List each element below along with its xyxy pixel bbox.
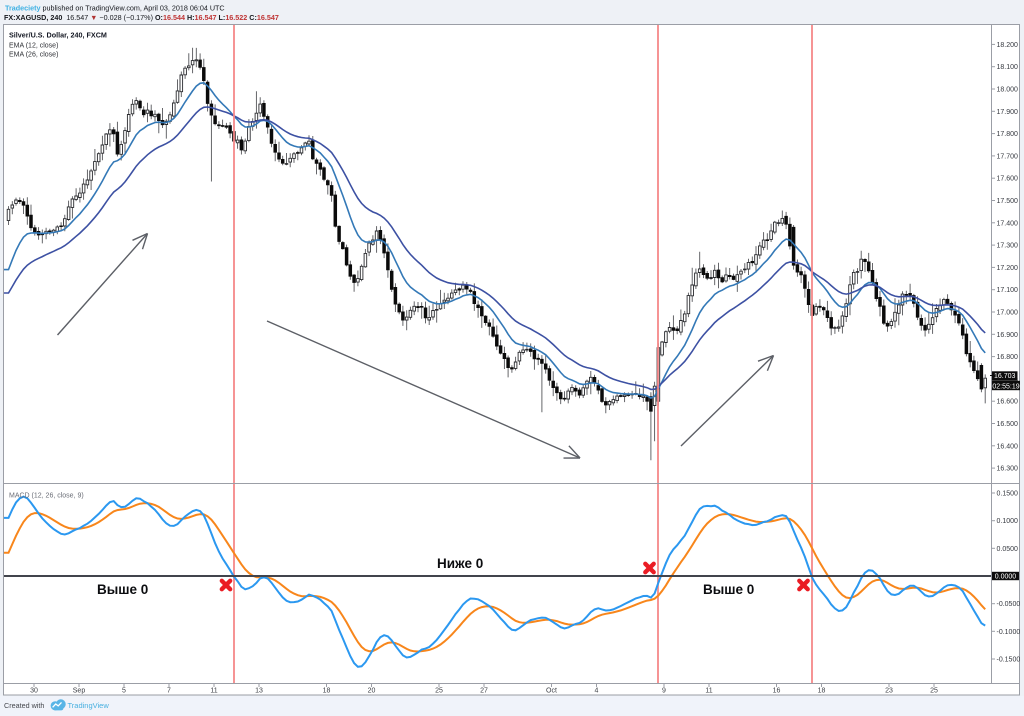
svg-text:-0.1000: -0.1000 [997, 629, 1021, 636]
svg-text:-0.0500: -0.0500 [997, 601, 1021, 608]
svg-text:FX:XAGUSD, 240 16.547 ▼ −0.02: FX:XAGUSD, 240 16.547 ▼ −0.028 (−0.17%) … [4, 13, 279, 22]
svg-text:5: 5 [122, 687, 126, 694]
svg-text:16.600: 16.600 [997, 399, 1019, 406]
svg-text:16.300: 16.300 [997, 466, 1019, 473]
svg-text:18.000: 18.000 [997, 87, 1019, 94]
svg-text:20: 20 [368, 687, 376, 694]
svg-text:16.400: 16.400 [997, 443, 1019, 450]
svg-text:EMA (12, close): EMA (12, close) [9, 43, 58, 50]
svg-text:18.200: 18.200 [997, 42, 1019, 49]
svg-text:Выше 0: Выше 0 [97, 582, 148, 597]
svg-text:17.800: 17.800 [997, 131, 1019, 138]
svg-text:11: 11 [705, 687, 712, 694]
svg-text:Created with: Created with [4, 701, 44, 710]
svg-text:18: 18 [818, 687, 826, 694]
svg-text:4: 4 [595, 687, 599, 694]
svg-text:17.100: 17.100 [997, 287, 1019, 294]
svg-text:EMA (26, close): EMA (26, close) [9, 52, 58, 59]
svg-text:16.703: 16.703 [994, 373, 1016, 380]
svg-text:Tradeciety published on Tradin: Tradeciety published on TradingView.com,… [5, 4, 225, 13]
svg-text:02:55:19: 02:55:19 [992, 384, 1019, 391]
svg-text:16.800: 16.800 [997, 354, 1019, 361]
svg-text:Выше 0: Выше 0 [703, 582, 754, 597]
svg-text:TradingView: TradingView [68, 701, 110, 710]
svg-text:18: 18 [323, 687, 331, 694]
svg-text:9: 9 [662, 687, 666, 694]
svg-text:MACD (12, 26, close, 9): MACD (12, 26, close, 9) [9, 493, 84, 500]
svg-text:-0.1500: -0.1500 [997, 657, 1021, 664]
svg-text:18.100: 18.100 [997, 64, 1019, 71]
svg-text:Ниже 0: Ниже 0 [437, 556, 483, 571]
svg-text:0.0500: 0.0500 [997, 546, 1019, 553]
svg-text:7: 7 [167, 687, 171, 694]
svg-text:17.600: 17.600 [997, 176, 1019, 183]
svg-text:Sep: Sep [73, 687, 86, 694]
svg-text:17.200: 17.200 [997, 265, 1019, 272]
svg-text:Silver/U.S. Dollar, 240, FXCM: Silver/U.S. Dollar, 240, FXCM [9, 31, 107, 40]
svg-text:0.1500: 0.1500 [997, 491, 1019, 498]
svg-text:0.0000: 0.0000 [995, 574, 1017, 581]
svg-text:17.500: 17.500 [997, 198, 1019, 205]
svg-text:0.1000: 0.1000 [997, 518, 1019, 525]
svg-text:17.000: 17.000 [997, 310, 1019, 317]
svg-text:13: 13 [255, 687, 263, 694]
svg-text:11: 11 [210, 687, 217, 694]
svg-text:30: 30 [30, 687, 38, 694]
svg-text:Oct: Oct [546, 687, 557, 694]
svg-text:27: 27 [480, 687, 488, 694]
svg-text:16.500: 16.500 [997, 421, 1019, 428]
svg-text:17.300: 17.300 [997, 243, 1019, 250]
svg-text:17.900: 17.900 [997, 109, 1019, 116]
svg-text:16: 16 [773, 687, 781, 694]
svg-text:23: 23 [885, 687, 893, 694]
svg-text:25: 25 [930, 687, 938, 694]
svg-text:16.900: 16.900 [997, 332, 1019, 339]
svg-text:17.400: 17.400 [997, 220, 1019, 227]
svg-text:25: 25 [435, 687, 443, 694]
svg-text:17.700: 17.700 [997, 153, 1019, 160]
